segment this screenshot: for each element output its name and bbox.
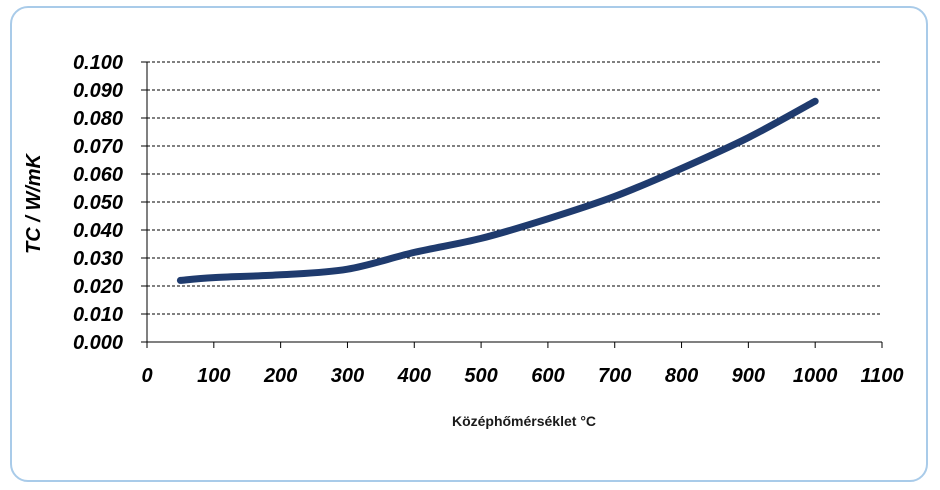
- data-point: [213, 277, 215, 279]
- y-axis-label: TC / W/mK: [23, 152, 45, 254]
- y-tick-labels: 0.000 0.010 0.020 0.030 0.040 0.050 0.060 0.070…: [73, 52, 123, 354]
- y-tick-label: 0.040: [73, 220, 123, 242]
- x-tick-label: 1100: [860, 365, 903, 387]
- data-point: [547, 218, 549, 220]
- series-group: [176, 97, 819, 284]
- data-point: [681, 167, 683, 169]
- data-point: [747, 137, 749, 139]
- x-tick-label: 200: [263, 365, 297, 387]
- data-point: [614, 195, 616, 197]
- x-tick-label: 300: [331, 365, 364, 387]
- x-tick-label: 600: [531, 365, 564, 387]
- y-tick-label: 0.070: [73, 136, 123, 158]
- series-line: [176, 97, 819, 284]
- x-tick-label: 400: [397, 365, 431, 387]
- data-point: [346, 268, 348, 270]
- y-tick-label: 0.020: [73, 276, 123, 298]
- y-tick-label: 0.080: [73, 108, 123, 130]
- y-tick-label: 0.000: [73, 332, 123, 354]
- x-axis-label: Középhőmérséklet °C: [452, 413, 596, 429]
- data-point: [413, 251, 415, 253]
- data-point: [179, 279, 181, 281]
- x-tick-label: 900: [732, 365, 765, 387]
- data-point: [480, 237, 482, 239]
- x-tick-label: 500: [464, 365, 497, 387]
- x-tick-label: 700: [598, 365, 631, 387]
- grid-lines: [147, 61, 882, 315]
- data-point: [280, 274, 282, 276]
- y-tick-label: 0.100: [73, 52, 123, 74]
- y-tick-label: 0.090: [73, 80, 123, 102]
- x-tick-labels: 0 100 200 300 400 500 600 700 800 900 1000 1100: [141, 365, 903, 387]
- y-tick-label: 0.050: [73, 192, 123, 214]
- x-tick-label: 0: [141, 365, 152, 387]
- axes: [141, 61, 883, 348]
- x-tick-label: 800: [665, 365, 698, 387]
- x-tick-label: 100: [197, 365, 230, 387]
- y-tick-label: 0.060: [73, 164, 123, 186]
- x-tick-label: 1000: [793, 365, 838, 387]
- y-tick-label: 0.030: [73, 248, 123, 270]
- y-tick-label: 0.010: [73, 304, 123, 326]
- data-point: [814, 100, 816, 102]
